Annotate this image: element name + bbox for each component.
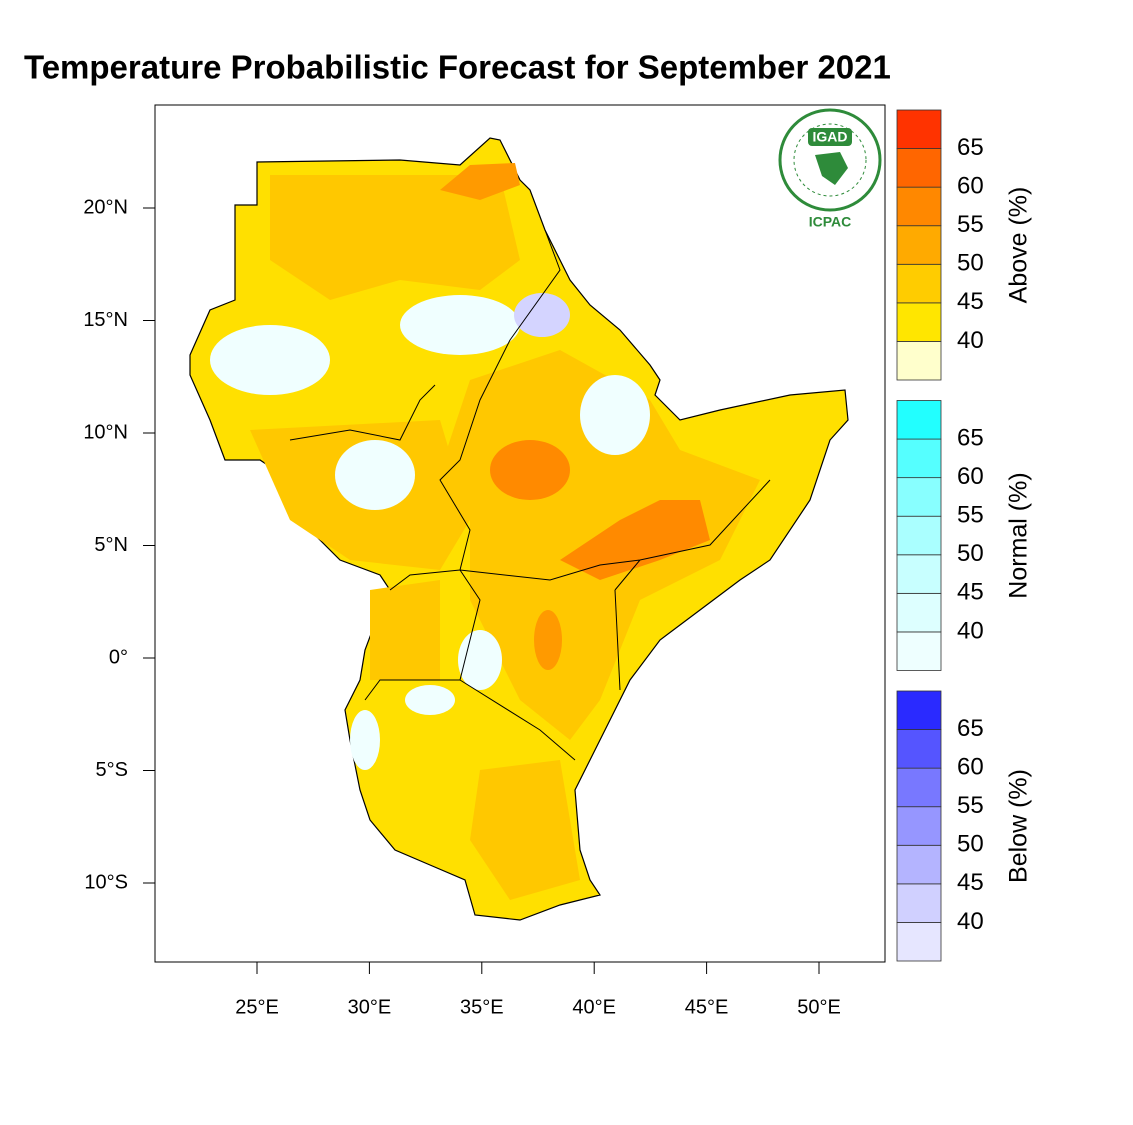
colorbar-label: Below (%) <box>1005 769 1033 883</box>
colorbar-bin <box>896 341 942 381</box>
colorbar-bin <box>896 515 942 556</box>
colorbar-tick-label: 50 <box>957 250 984 277</box>
y-tick-label: 20°N <box>83 196 128 218</box>
colorbar-bin <box>896 883 942 923</box>
colorbar-tick-label: 60 <box>957 172 984 199</box>
moderate-above <box>270 175 520 300</box>
y-tick-label: 5°S <box>96 759 128 781</box>
colorbar-tick-label: 45 <box>957 869 984 896</box>
title: Temperature Probabilistic Forecast for S… <box>24 49 891 86</box>
normal-area <box>400 295 520 355</box>
colorbar-bin <box>896 554 942 594</box>
y-tick-label: 0° <box>109 646 128 668</box>
colorbar-label: Normal (%) <box>1005 472 1033 598</box>
colorbar-bin <box>896 186 942 227</box>
y-tick-label: 10°N <box>83 421 128 443</box>
x-tick-label: 25°E <box>235 996 279 1018</box>
normal-area <box>580 375 650 455</box>
country-borders <box>234 205 771 761</box>
logo-bottom: ICPAC <box>809 214 852 230</box>
normal-area <box>350 710 380 770</box>
colorbar-label: Above (%) <box>1005 187 1033 304</box>
colorbar-bin <box>896 729 942 769</box>
x-tick-label: 35°E <box>460 996 504 1018</box>
colorbars: 40 45 50 55 60 65 Above (%) 40 45 50 55 60 65 Normal … <box>896 109 1033 962</box>
colorbar-tick-label: 60 <box>957 463 984 490</box>
colorbar-tick-label: 65 <box>957 715 984 742</box>
logo-ring <box>793 123 867 197</box>
x-tick-label: 45°E <box>685 996 729 1018</box>
colorbar-tick-label: 55 <box>957 502 984 529</box>
colorbar-bin <box>896 922 942 962</box>
colorbar-bin <box>896 592 942 633</box>
colorbar-tick-label: 65 <box>957 134 984 161</box>
moderate-above <box>370 580 440 680</box>
colorbar-bin <box>896 302 942 342</box>
colorbar-bin <box>896 109 942 149</box>
normal-area <box>335 440 415 510</box>
y-tick-label: 5°N <box>94 534 128 556</box>
y-tick-label: 15°N <box>83 309 128 331</box>
colorbar-tick-label: 60 <box>957 753 984 780</box>
colorbar-bin <box>896 263 942 304</box>
colorbar-bin <box>896 477 942 517</box>
colorbar-tick-label: 40 <box>957 908 984 935</box>
normal-area <box>405 685 455 715</box>
colorbar-bin <box>896 806 942 846</box>
normal-area <box>210 325 330 395</box>
x-tick-label: 40°E <box>572 996 616 1018</box>
colorbar-tick-label: 55 <box>957 211 984 238</box>
colorbar-bin <box>896 400 942 440</box>
colorbar-tick-label: 65 <box>957 424 984 451</box>
high-above <box>490 440 570 500</box>
axes: 20°N 15°N 10°N 5°N 0° 5°S 10°S 25°E 30°E 35°E 40°E… <box>83 196 840 1018</box>
colorbar-tick-label: 50 <box>957 540 984 567</box>
colorbar-bin <box>896 844 942 885</box>
colorbar-bin <box>896 690 942 730</box>
colorbar-bin <box>896 631 942 671</box>
colorbar-tick-label: 50 <box>957 831 984 858</box>
x-tick-label: 50°E <box>797 996 841 1018</box>
logo-africa <box>815 152 848 185</box>
colorbar-tick-label: 55 <box>957 792 984 819</box>
moderate-above <box>470 760 580 900</box>
colorbar-tick-label: 45 <box>957 579 984 606</box>
y-tick-label: 10°S <box>84 871 128 893</box>
x-tick-label: 30°E <box>348 996 392 1018</box>
colorbar-bin <box>896 225 942 265</box>
high-above <box>440 163 520 200</box>
high-above <box>534 610 562 670</box>
logo-top: IGAD <box>813 129 848 145</box>
logo: IGAD ICPAC <box>778 108 882 230</box>
colorbar-bin <box>896 148 942 188</box>
colorbar-bin <box>896 767 942 808</box>
colorbar-tick-label: 40 <box>957 327 984 354</box>
colorbar-tick-label: 45 <box>957 288 984 315</box>
high-above <box>560 500 710 580</box>
region-map <box>189 137 849 921</box>
colorbar-bin <box>896 438 942 479</box>
colorbar-tick-label: 40 <box>957 617 984 644</box>
logo-badge <box>808 128 852 146</box>
below-area <box>514 293 570 337</box>
